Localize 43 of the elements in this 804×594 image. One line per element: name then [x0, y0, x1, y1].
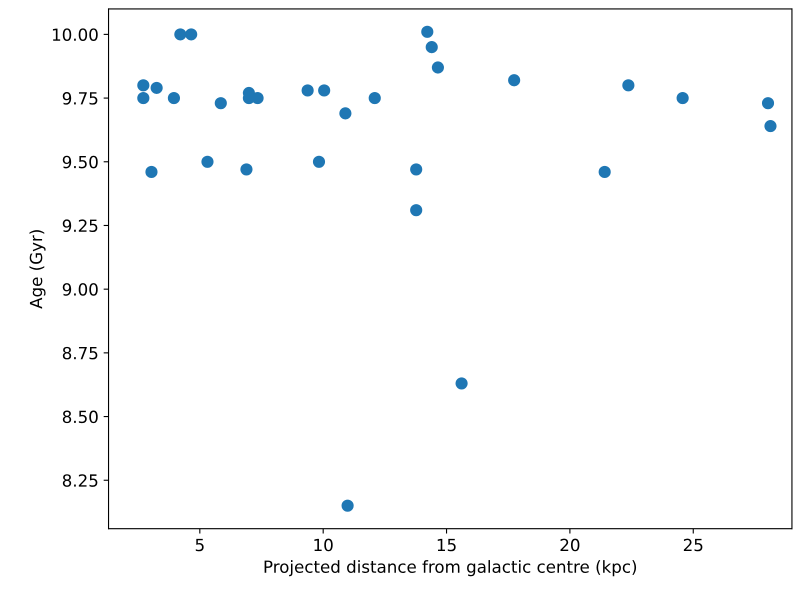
point — [201, 156, 214, 168]
point — [318, 84, 330, 97]
point — [185, 28, 198, 40]
point — [150, 82, 163, 94]
y-axis-title: Age (Gyr) — [29, 230, 46, 309]
x-tick-label: 10 — [314, 538, 333, 552]
x-tick-label: 20 — [560, 538, 580, 552]
point — [676, 92, 689, 104]
y-tick-label: 9.00 — [62, 283, 98, 296]
point — [137, 92, 150, 104]
point — [432, 61, 444, 74]
point — [174, 28, 186, 40]
x-axis-title: Projected distance from galactic centre (kpc) — [264, 560, 636, 576]
y-tick-label: 10.00 — [52, 28, 98, 41]
x-tick-label: 25 — [684, 538, 702, 552]
point — [598, 166, 611, 178]
point — [312, 156, 326, 168]
point — [137, 79, 150, 92]
point — [456, 377, 468, 390]
x-tick-label: 15 — [438, 538, 456, 552]
y-tick-label: 9.25 — [62, 219, 98, 232]
point — [368, 92, 381, 104]
y-tick-label: 8.25 — [62, 474, 98, 487]
point — [339, 107, 352, 120]
point — [410, 163, 422, 176]
point — [421, 26, 434, 38]
y-tick-label: 9.50 — [62, 156, 98, 168]
point — [508, 74, 520, 86]
point — [762, 97, 774, 110]
point — [145, 166, 158, 178]
point — [410, 204, 422, 216]
point — [302, 84, 314, 97]
y-tick-label: 8.50 — [62, 410, 98, 424]
y-tick-label: 8.75 — [62, 346, 98, 360]
point — [342, 500, 354, 512]
point — [426, 41, 438, 54]
point — [764, 120, 777, 132]
point — [240, 163, 253, 176]
y-tick-label: 9.75 — [62, 92, 98, 105]
x-tick-label: 5 — [196, 538, 204, 552]
point — [622, 79, 634, 92]
point — [168, 92, 180, 104]
point — [214, 97, 227, 110]
